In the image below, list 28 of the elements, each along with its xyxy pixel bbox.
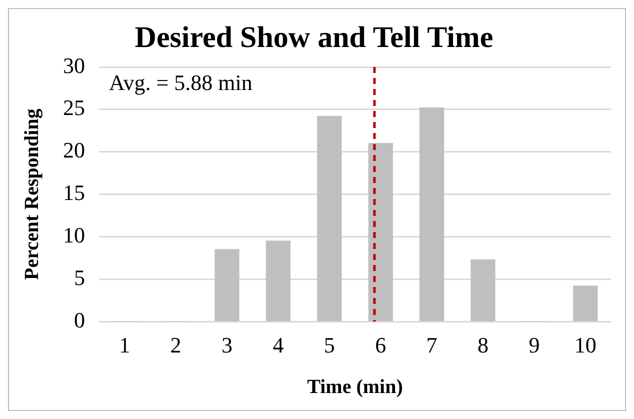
y-axis-title: Percent Responding (21, 108, 44, 280)
x-tick-label: 3 (222, 332, 232, 358)
bar (317, 116, 342, 322)
annotation: Avg. = 5.88 min (109, 70, 252, 95)
x-tick-label: 6 (375, 332, 386, 358)
chart-title: Desired Show and Tell Time (134, 20, 494, 54)
x-tick-label: 4 (272, 332, 284, 358)
x-tick-label: 10 (574, 332, 596, 358)
x-tick-label: 9 (528, 332, 540, 358)
bar (368, 143, 393, 322)
x-tick-label: 7 (426, 332, 438, 358)
y-tick-label: 0 (74, 307, 85, 332)
bar (266, 240, 291, 322)
y-tick-label: 20 (63, 138, 85, 163)
y-tick-label: 30 (63, 52, 85, 78)
y-tick-label: 5 (74, 264, 85, 290)
x-tick-label: 1 (119, 332, 130, 358)
bar (470, 259, 496, 322)
bar (214, 249, 240, 322)
x-tick-label: 5 (324, 332, 335, 358)
y-tick-label: 25 (63, 95, 85, 120)
y-tick-label: 10 (63, 222, 85, 248)
x-axis-title: Time (min) (307, 376, 403, 398)
bar (419, 107, 444, 322)
x-tick-label: 2 (170, 332, 182, 358)
bar (573, 286, 598, 322)
x-tick-label: 8 (478, 332, 488, 358)
y-tick-label: 15 (63, 180, 85, 206)
